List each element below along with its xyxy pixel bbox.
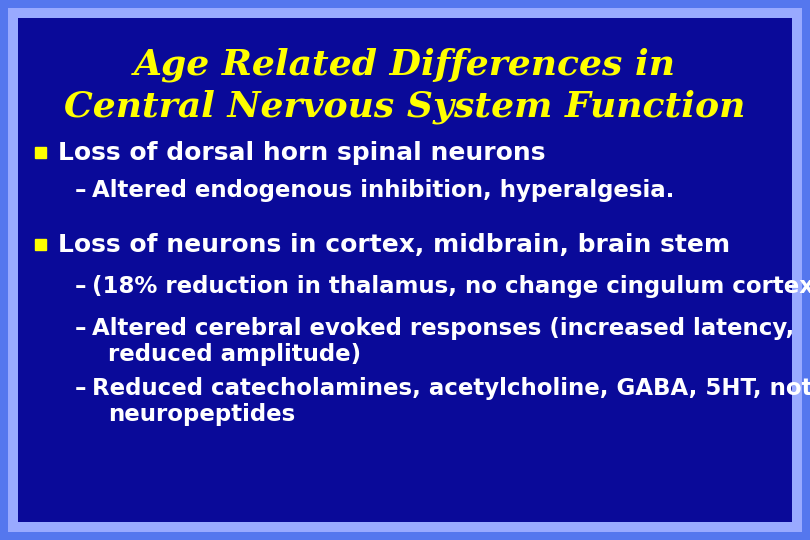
Text: (18% reduction in thalamus, no change cingulum cortex): (18% reduction in thalamus, no change ci… <box>92 275 810 299</box>
Bar <box>35 239 46 250</box>
Text: reduced amplitude): reduced amplitude) <box>108 343 361 367</box>
Text: Loss of neurons in cortex, midbrain, brain stem: Loss of neurons in cortex, midbrain, bra… <box>58 233 730 257</box>
Text: Central Nervous System Function: Central Nervous System Function <box>64 90 746 124</box>
Text: Altered cerebral evoked responses (increased latency,: Altered cerebral evoked responses (incre… <box>92 318 795 341</box>
Text: Loss of dorsal horn spinal neurons: Loss of dorsal horn spinal neurons <box>58 141 545 165</box>
Text: –: – <box>75 179 87 202</box>
Bar <box>35 147 46 158</box>
Text: Altered endogenous inhibition, hyperalgesia.: Altered endogenous inhibition, hyperalge… <box>92 179 675 202</box>
Text: Reduced catecholamines, acetylcholine, GABA, 5HT, not: Reduced catecholamines, acetylcholine, G… <box>92 377 810 401</box>
Text: –: – <box>75 377 87 401</box>
Text: –: – <box>75 318 87 341</box>
Text: neuropeptides: neuropeptides <box>108 403 296 427</box>
Text: Age Related Differences in: Age Related Differences in <box>134 48 676 82</box>
Text: –: – <box>75 275 87 299</box>
